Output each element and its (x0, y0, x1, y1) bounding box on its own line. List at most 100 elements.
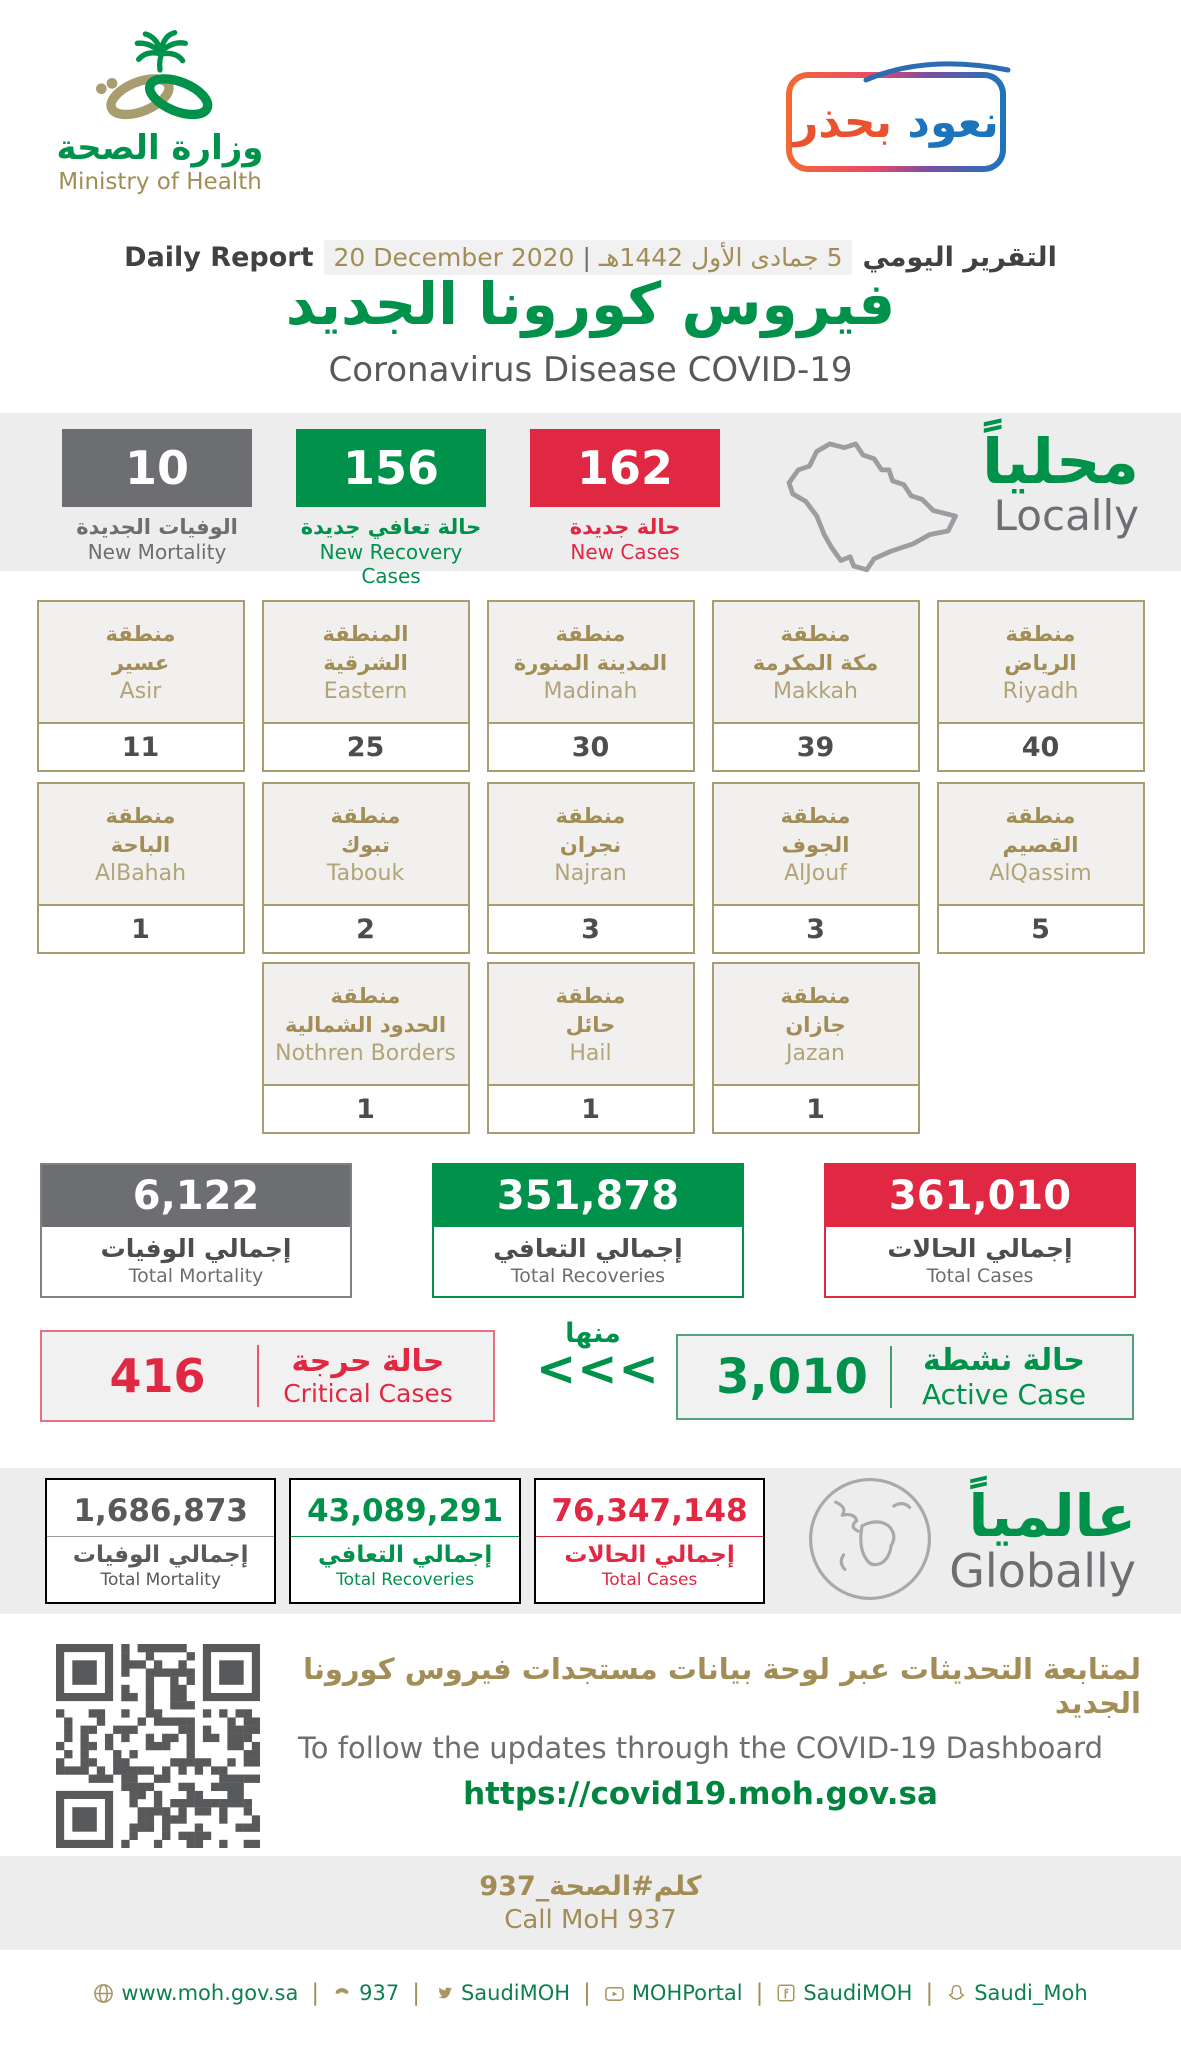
region-en: Madinah (543, 678, 638, 704)
footer-website[interactable]: www.moh.gov.sa (93, 1981, 298, 2005)
region-ar-line2: الشرقية (323, 650, 408, 675)
region-card-riyadh: منطقة الرياض Riyadh 40 (936, 600, 1145, 772)
new-recovery-label-ar: حالة تعافي جديدة (300, 515, 482, 539)
new-mortality-stat: 10 الوفيات الجديدة New Mortality (62, 429, 253, 564)
region-card-aljouf: منطقة الجوف AlJouf 3 (711, 782, 920, 954)
footer-separator: | (925, 1980, 934, 2006)
new-cases-value: 162 (530, 429, 721, 507)
region-card-jazan: منطقة جازان Jazan 1 (711, 962, 920, 1134)
active-cases-value: 3,010 (716, 1349, 868, 1405)
footer-phone[interactable]: 937 (332, 1981, 399, 2005)
region-ar-line2: المدينة المنورة (513, 650, 668, 675)
region-en: Hail (569, 1040, 612, 1066)
facebook-icon (776, 1983, 796, 2003)
footer-phone-text: 937 (359, 1981, 400, 2005)
globe-icon (804, 1473, 936, 1609)
dashboard-note-ar: لمتابعة التحديثات عبر لوحة بيانات مستجدا… (303, 1652, 1141, 1720)
global-recoveries-label-ar: إجمالي التعافي (317, 1541, 493, 1568)
total-cases-label-en: Total Cases (926, 1265, 1034, 1287)
saudi-arabia-map-icon (770, 431, 982, 583)
active-cases-label-en: Active Case (921, 1378, 1087, 1411)
footer-twitter-text: SaudiMOH (460, 1981, 571, 2005)
moh-logo: وزارة الصحة Ministry of Health (50, 29, 270, 196)
region-card-makkah: منطقة مكة المكرمة Makkah 39 (711, 600, 920, 772)
region-card-albahah: منطقة الباحة AlBahah 1 (36, 782, 245, 954)
local-heading-en: Locally (993, 491, 1140, 541)
region-en: Najran (554, 860, 627, 886)
region-value: 25 (346, 731, 385, 763)
of-which-label-ar: منها (565, 1318, 621, 1349)
footer-separator: | (583, 1980, 591, 2006)
critical-cases-value: 416 (109, 1349, 206, 1403)
footer-twitter[interactable]: SaudiMOH (433, 1981, 570, 2005)
call-moh-ar: كلم#الصحة_937 (479, 1871, 702, 1902)
youtube-icon (604, 1983, 625, 2004)
region-ar-line2: الباحة (110, 832, 171, 857)
critical-cases-box: 416 حالة حرجة Critical Cases (40, 1330, 495, 1422)
footer-facebook[interactable]: SaudiMOH (776, 1981, 912, 2005)
new-mortality-label-en: New Mortality (87, 540, 227, 564)
new-cases-label-ar: حالة جديدة (569, 515, 681, 539)
region-value: 1 (356, 1093, 375, 1125)
region-value: 30 (571, 731, 610, 763)
total-cases-label-ar: إجمالي الحالات (887, 1234, 1073, 1263)
region-ar-line1: منطقة (105, 804, 176, 829)
global-mortality-label-ar: إجمالي الوفيات (72, 1541, 249, 1568)
total-recoveries-value: 351,878 (434, 1165, 742, 1227)
region-row-2: منطقة الباحة AlBahah 1 منطقة تبوك Tabouk 2 م… (0, 782, 1181, 954)
region-en: Tabouk (326, 860, 405, 886)
region-card-madinah: منطقة المدينة المنورة Madinah 30 (486, 600, 695, 772)
total-recoveries-label-en: Total Recoveries (510, 1265, 666, 1287)
divider (257, 1345, 259, 1407)
total-cases-box: 361,010 إجمالي الحالات Total Cases (824, 1163, 1136, 1298)
active-cases-box: 3,010 حالة نشطة Active Case (676, 1334, 1134, 1420)
region-ar-line1: المنطقة (322, 622, 409, 647)
qr-code (56, 1644, 260, 1848)
region-ar-line1: منطقة (555, 984, 626, 1009)
region-value: 5 (1031, 913, 1050, 945)
local-stats-band: 10 الوفيات الجديدة New Mortality 156 حال… (0, 413, 1181, 588)
dashboard-url-link[interactable]: https://covid19.moh.gov.sa (463, 1776, 938, 1812)
footer-snapchat[interactable]: Saudi_Moh (946, 1981, 1088, 2005)
footer-youtube-text: MOHPortal (631, 1981, 743, 2005)
footer-youtube[interactable]: MOHPortal (604, 1981, 743, 2005)
region-en: Eastern (323, 678, 408, 704)
moh-name-arabic: وزارة الصحة (56, 128, 264, 168)
region-ar-line2: الحدود الشمالية (284, 1012, 447, 1037)
region-en: Riyadh (1002, 678, 1079, 704)
divider (291, 1535, 519, 1537)
global-heading-en: Globally (949, 1544, 1137, 1599)
return-with-caution-badge: نعود بحذر (786, 61, 1011, 172)
global-mortality-value: 1,686,873 (73, 1492, 248, 1529)
footer-separator: | (311, 1980, 320, 2006)
region-ar-line1: منطقة (780, 984, 851, 1009)
region-card-alqassim: منطقة القصيم AlQassim 5 (936, 782, 1145, 954)
region-card-eastern: المنطقة الشرقية Eastern 25 (261, 600, 470, 772)
region-value: 40 (1021, 731, 1060, 763)
total-recoveries-label-ar: إجمالي التعافي (493, 1234, 683, 1263)
region-row-3: منطقة الحدود الشمالية Nothren Borders 1 من… (0, 962, 1181, 1134)
new-cases-stat: 162 حالة جديدة New Cases (530, 429, 721, 564)
page-title-arabic: فيروس كورونا الجديد (285, 270, 896, 338)
region-value: 11 (121, 731, 160, 763)
total-mortality-label-en: Total Mortality (128, 1265, 264, 1287)
moh-name-english: Ministry of Health (58, 169, 262, 196)
snapchat-icon (946, 1983, 967, 2004)
new-recovery-stat: 156 حالة تعافي جديدة New Recovery Cases (296, 429, 487, 588)
region-ar-line1: منطقة (105, 622, 176, 647)
twitter-icon (433, 1983, 454, 2004)
region-value: 1 (581, 1093, 600, 1125)
report-date: 20 December 2020 | 5 جمادى الأول 1442هـ (323, 240, 853, 275)
divider (890, 1346, 892, 1408)
region-card-northern-borders: منطقة الحدود الشمالية Nothren Borders 1 (261, 962, 470, 1134)
of-which-indicator: منها <<< (536, 1318, 659, 1393)
page-title-english: Coronavirus Disease COVID-19 (328, 350, 853, 390)
daily-report-label-ar: التقرير اليومي (862, 242, 1057, 273)
call-moh-band: كلم#الصحة_937 Call MoH 937 (0, 1856, 1181, 1950)
region-row-1: منطقة عسير Asir 11 المنطقة الشرقية Eastern 2… (0, 600, 1181, 772)
call-moh-en: Call MoH 937 (504, 1905, 677, 1935)
footer-website-text: www.moh.gov.sa (121, 1981, 299, 2005)
region-value: 2 (356, 913, 375, 945)
moh-palm-logo-icon (80, 29, 240, 130)
